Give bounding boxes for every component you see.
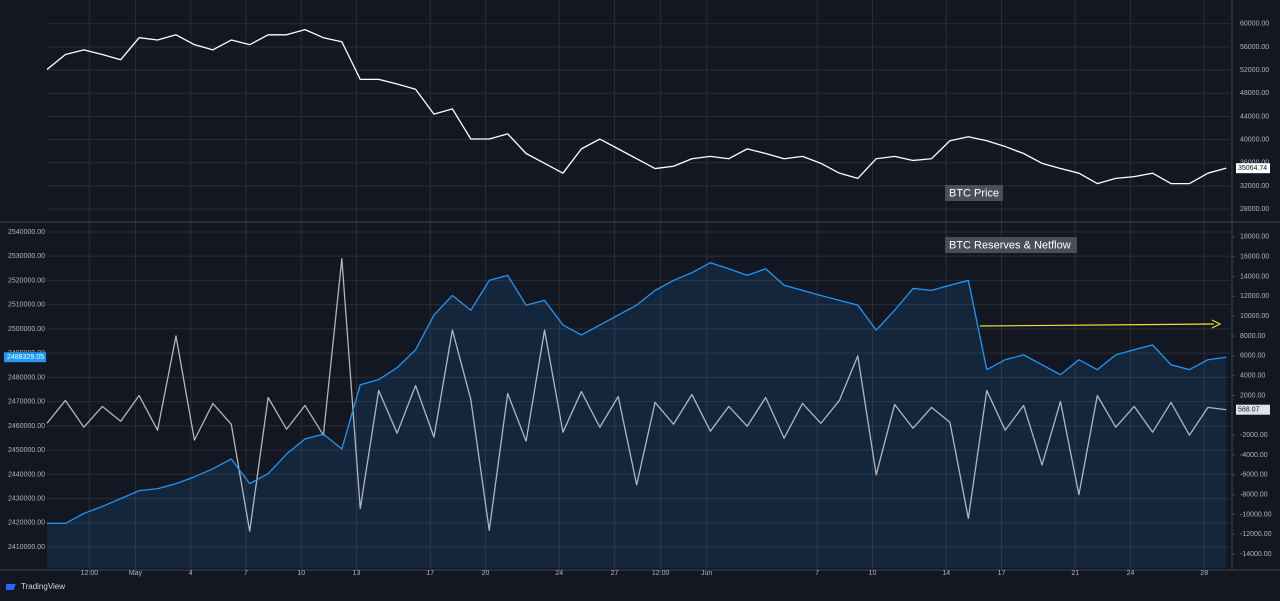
- x-tick-label: 17: [426, 570, 434, 577]
- x-tick-label: 12:00: [81, 570, 99, 577]
- y-tick-label: 60000.00: [1240, 21, 1269, 28]
- y-tick-label: 28000.00: [1240, 206, 1269, 213]
- y-tick-label: 2460000.00: [8, 423, 45, 430]
- y-tick-label: 2440000.00: [8, 471, 45, 478]
- series-line: [47, 262, 1227, 525]
- x-tick-label: May: [129, 570, 143, 577]
- y-tick-label: 2470000.00: [8, 399, 45, 406]
- last-value-tag: [1236, 163, 1270, 174]
- x-tick-label: 13: [353, 570, 361, 577]
- x-tick-label: 28: [1200, 570, 1208, 577]
- y-tick-label: 44000.00: [1240, 113, 1269, 120]
- x-tick-label: 20: [482, 570, 490, 577]
- y2-tick-label: 6000.00: [1240, 353, 1265, 360]
- brand-logo: [6, 584, 16, 590]
- pane-title: BTC Reserves & Netflow: [949, 239, 1071, 251]
- y-tick-label: 2500000.00: [8, 326, 45, 333]
- last-value-tag: [4, 352, 46, 363]
- x-tick-label: 12:00: [652, 570, 670, 577]
- x-tick-label: 10: [869, 570, 877, 577]
- y-tick-label: 40000.00: [1240, 136, 1269, 143]
- y2-tick-label: -2000.00: [1240, 432, 1268, 439]
- area: [47, 262, 1227, 568]
- x-tick-label: 27: [611, 570, 619, 577]
- y-tick-label: 2480000.00: [8, 374, 45, 381]
- y2-tick-label: -8000.00: [1240, 491, 1268, 498]
- x-tick-label: 4: [189, 570, 193, 577]
- x-tick-label: 24: [555, 570, 563, 577]
- y-tick-label: 2410000.00: [8, 544, 45, 551]
- brand: TradingView: [21, 582, 65, 591]
- y2-tick-label: -10000.00: [1240, 511, 1272, 518]
- y-tick-label: 56000.00: [1240, 44, 1269, 51]
- x-tick-label: 7: [244, 570, 248, 577]
- series-line: [46, 28, 1227, 185]
- pane-title: BTC Price: [949, 187, 999, 199]
- series-line: [46, 258, 1227, 532]
- y2-tick-label: -14000.00: [1240, 551, 1272, 558]
- y-tick-label: 2520000.00: [8, 277, 45, 284]
- y-tick-label: 2540000.00: [8, 229, 45, 236]
- last-value-label: 568.07: [1238, 407, 1260, 414]
- last-value-label: 2488329.05: [7, 354, 44, 361]
- y2-tick-label: 16000.00: [1240, 254, 1269, 261]
- x-tick-label: 14: [942, 570, 950, 577]
- x-tick-label: 24: [1127, 570, 1135, 577]
- annotation-arrowhead: [1211, 319, 1222, 329]
- y-tick-label: 36000.00: [1240, 160, 1269, 167]
- plot: [46, 28, 1227, 568]
- last-value-label: 35064.74: [1238, 165, 1267, 172]
- x-tick-label: 7: [815, 570, 819, 577]
- y2-tick-label: 10000.00: [1240, 313, 1269, 320]
- annotation-arrow: [979, 323, 1215, 327]
- last-value-tag: [1236, 404, 1270, 415]
- y2-tick-label: -6000.00: [1240, 472, 1268, 479]
- y-tick-label: 2430000.00: [8, 495, 45, 502]
- x-tick-label: Jun: [701, 570, 712, 577]
- x-tick-label: 21: [1071, 570, 1079, 577]
- y2-tick-label: -12000.00: [1240, 531, 1272, 538]
- y2-tick-label: 4000.00: [1240, 373, 1265, 380]
- y-tick-label: 52000.00: [1240, 67, 1269, 74]
- y2-tick-label: 14000.00: [1240, 273, 1269, 280]
- x-tick-label: 17: [998, 570, 1006, 577]
- grid: [47, 0, 1230, 570]
- y-tick-label: 2510000.00: [8, 302, 45, 309]
- x-tick-label: 10: [297, 570, 305, 577]
- y2-tick-label: 12000.00: [1240, 293, 1269, 300]
- legend-box: [945, 237, 1077, 253]
- legend-box: [945, 185, 1003, 201]
- y2-tick-label: 8000.00: [1240, 333, 1265, 340]
- y-tick-label: 32000.00: [1240, 183, 1269, 190]
- y-tick-label: 2530000.00: [8, 253, 45, 260]
- y-tick-label: 2420000.00: [8, 520, 45, 527]
- y2-tick-label: 18000.00: [1240, 234, 1269, 241]
- y2-tick-label: 2000.00: [1240, 392, 1265, 399]
- y2-tick-label: -4000.00: [1240, 452, 1268, 459]
- y-tick-label: 2450000.00: [8, 447, 45, 454]
- y-tick-label: 48000.00: [1240, 90, 1269, 97]
